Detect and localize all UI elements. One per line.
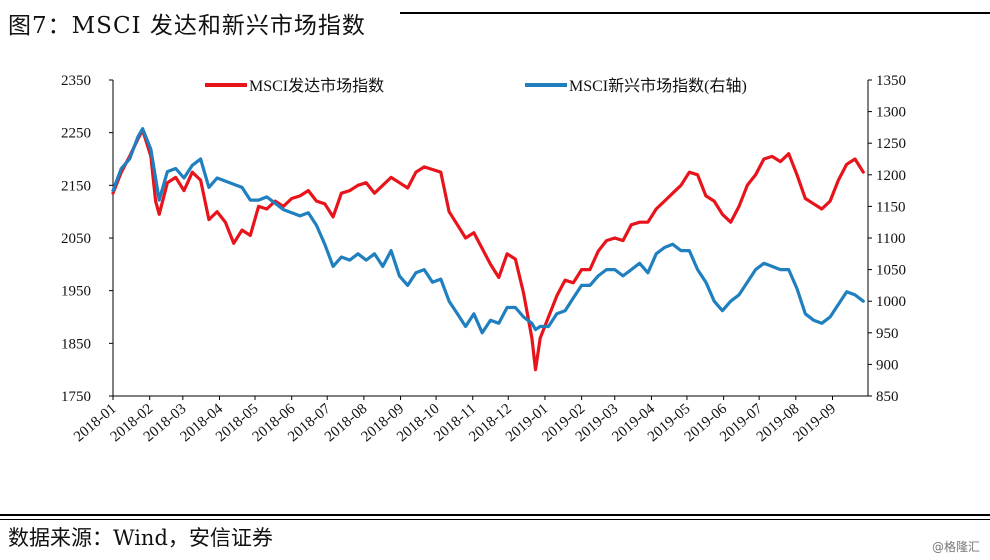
series-line-developed	[111, 128, 865, 372]
top-rule	[400, 12, 990, 14]
y-right-tick-label: 1050	[876, 263, 906, 279]
y-right-tick-label: 850	[876, 389, 899, 405]
legend-label-emerging: MSCI新兴市场指数(右轴)	[569, 77, 747, 95]
bottom-rule-thin	[0, 519, 990, 520]
watermark: @格隆汇	[931, 540, 980, 554]
y-left-tick-label: 2150	[61, 178, 91, 194]
y-right-tick-label: 1350	[876, 73, 906, 89]
source-note: 数据来源：Wind，安信证券	[8, 526, 273, 550]
y-left-tick-label: 2250	[61, 126, 91, 142]
y-right-tick-label: 1150	[876, 199, 905, 215]
y-right-tick-label: 1250	[876, 136, 906, 152]
y-right-tick-label: 1100	[876, 231, 905, 247]
y-left-tick-label: 1750	[61, 389, 91, 405]
y-right-tick-label: 1000	[876, 294, 906, 310]
y-left-tick-label: 2050	[61, 231, 91, 247]
y-right-tick-label: 950	[876, 326, 899, 342]
line-chart: 1750 1850 1950 2050 2150 2250 2350 850 900 950 100…	[61, 73, 906, 445]
y-left-tick-label: 1850	[61, 336, 91, 352]
y-right-tick-label: 1200	[876, 168, 906, 184]
y-right-tick-label: 1300	[876, 105, 906, 121]
x-tick-label: 2019-09	[790, 401, 839, 445]
series-line-emerging	[111, 127, 865, 335]
y-left-tick-label: 2350	[61, 73, 91, 89]
legend-label-developed: MSCI发达市场指数	[249, 77, 384, 95]
y-right-tick-label: 900	[876, 357, 899, 373]
bottom-rule-thick	[0, 514, 990, 516]
figure-title: 图7：MSCI 发达和新兴市场指数	[8, 13, 366, 39]
y-left-tick-label: 1950	[61, 284, 91, 300]
